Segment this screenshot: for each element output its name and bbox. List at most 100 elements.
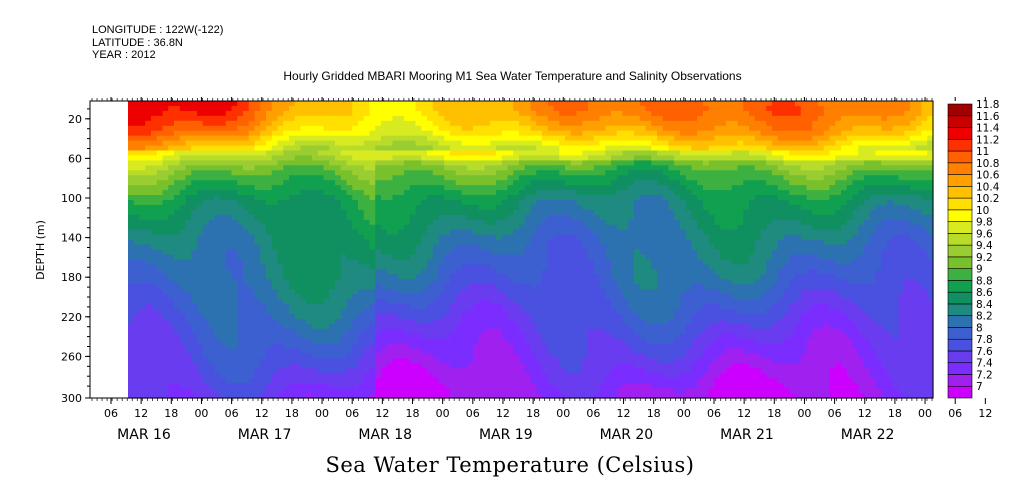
field-cell [323,259,330,265]
field-cell [225,303,233,310]
field-cell [404,383,411,389]
field-cell [225,393,233,399]
field-cell [346,244,353,251]
field-cell [323,180,330,186]
field-cell [179,313,187,320]
field-cell [317,175,325,181]
field-cell [593,358,601,364]
field-cell [145,170,152,176]
field-cell [191,101,198,107]
field-cell [496,323,503,330]
field-cell [266,289,273,295]
field-cell [398,195,405,201]
field-cell [593,185,601,191]
field-cell [289,323,296,330]
field-cell [519,229,526,236]
field-cell [519,165,526,171]
field-cell [450,224,457,231]
field-cell [363,259,371,265]
field-cell [151,214,158,221]
field-cell [266,264,273,270]
field-cell [547,249,555,256]
field-cell [398,274,405,280]
field-cell [191,175,198,181]
field-cell [478,165,486,171]
field-cell [427,333,434,340]
field-cell [162,353,169,359]
field-cell [496,264,503,270]
field-cell [363,313,371,320]
field-cell [340,170,348,176]
field-cell [312,214,319,221]
field-cell [484,229,491,236]
field-cell [553,135,560,142]
field-cell [340,105,348,112]
field-cell [243,190,250,196]
field-cell [225,289,233,295]
field-cell [461,274,468,280]
field-cell [444,353,451,359]
field-cell [248,363,256,369]
field-cell [271,155,279,161]
field-cell [225,328,233,335]
field-cell [323,348,330,355]
field-cell [254,338,261,345]
field-cell [478,348,486,355]
field-cell [202,125,210,132]
field-cell [208,244,215,251]
field-cell [254,373,261,379]
field-cell [335,101,342,107]
field-cell [168,185,175,191]
field-cell [582,393,589,399]
field-cell [156,299,164,305]
field-cell [168,383,175,389]
field-cell [461,269,468,275]
field-cell [254,358,261,364]
field-cell [294,175,302,181]
field-cell [461,393,468,399]
field-cell [421,214,428,221]
field-cell [536,363,543,369]
field-cell [513,388,520,394]
field-cell [185,318,192,325]
field-cell [197,393,204,399]
field-cell [570,200,578,206]
field-cell [243,358,250,364]
field-cell [484,170,491,176]
field-cell [179,175,187,181]
field-cell [335,343,342,350]
field-cell [513,353,520,359]
field-cell [588,254,595,260]
field-cell [306,254,313,260]
field-cell [415,348,422,355]
field-cell [197,348,204,355]
field-cell [225,259,233,265]
field-cell [145,150,152,157]
field-cell [582,373,589,379]
field-cell [317,165,325,171]
field-cell [530,185,537,191]
field-cell [593,224,601,231]
field-cell [513,185,520,191]
field-cell [398,373,405,379]
field-cell [352,328,359,335]
field-cell [277,338,284,345]
field-cell [363,328,371,335]
field-cell [565,175,572,181]
field-cell [174,388,181,394]
field-cell [427,323,434,330]
field-cell [358,234,365,241]
field-cell [197,388,204,394]
field-cell [174,244,181,251]
field-cell [312,244,319,251]
field-cell [151,333,158,340]
field-cell [455,303,463,310]
field-cell [593,239,601,246]
field-cell [306,155,313,161]
field-cell [306,175,313,181]
field-cell [473,274,480,280]
field-cell [151,308,158,315]
field-cell [599,388,606,394]
field-cell [133,254,141,260]
field-cell [524,343,532,350]
